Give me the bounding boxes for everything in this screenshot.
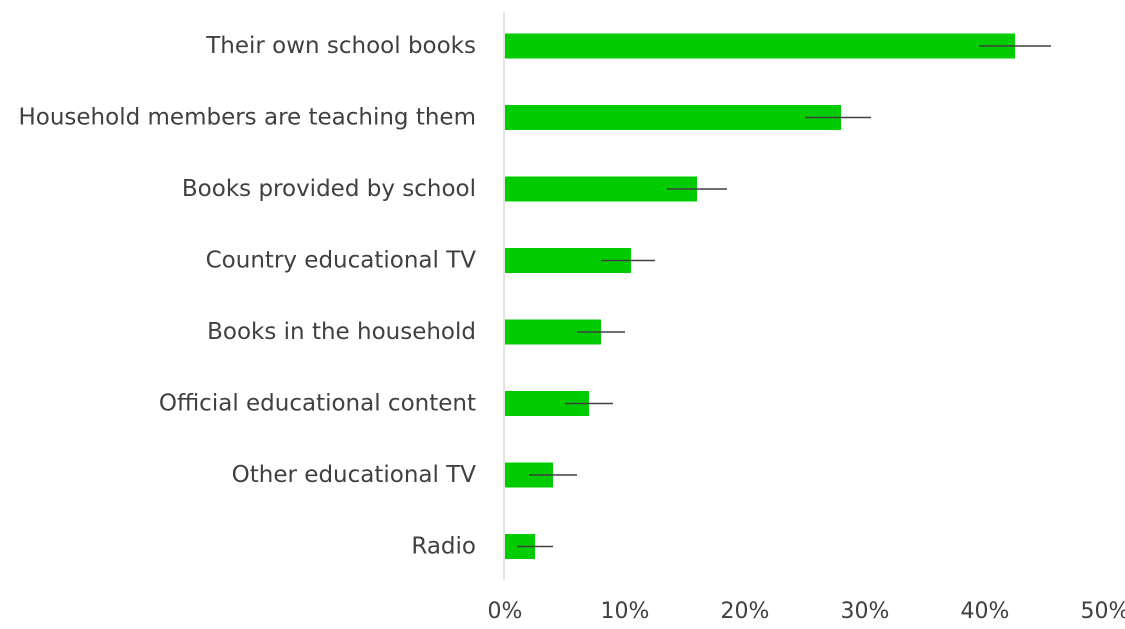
bar: [505, 105, 841, 130]
error-bars-group: [517, 45, 1051, 548]
x-tick-label: 0%: [488, 599, 523, 624]
x-tick-label: 10%: [601, 599, 650, 624]
category-label: Other educational TV: [232, 462, 477, 488]
category-label: Country educational TV: [206, 248, 477, 274]
x-tick-label: 50%: [1081, 599, 1125, 624]
category-label: Household members are teaching them: [18, 105, 476, 131]
category-label: Official educational content: [159, 391, 476, 417]
category-label: Their own school books: [205, 33, 476, 59]
x-tick-label: 40%: [961, 599, 1010, 624]
category-label: Books provided by school: [182, 176, 476, 202]
bar: [505, 33, 1015, 59]
bar: [505, 176, 697, 202]
x-tick-label: 20%: [721, 599, 770, 624]
x-tick-labels-group: 0% 10% 20% 30% 40% 50%: [488, 599, 1125, 624]
x-tick-label: 30%: [841, 599, 890, 624]
category-labels-group: Their own school books Household members …: [18, 33, 476, 560]
bars-group: [505, 33, 1015, 559]
category-label: Radio: [411, 534, 476, 560]
category-label: Books in the household: [207, 319, 476, 345]
